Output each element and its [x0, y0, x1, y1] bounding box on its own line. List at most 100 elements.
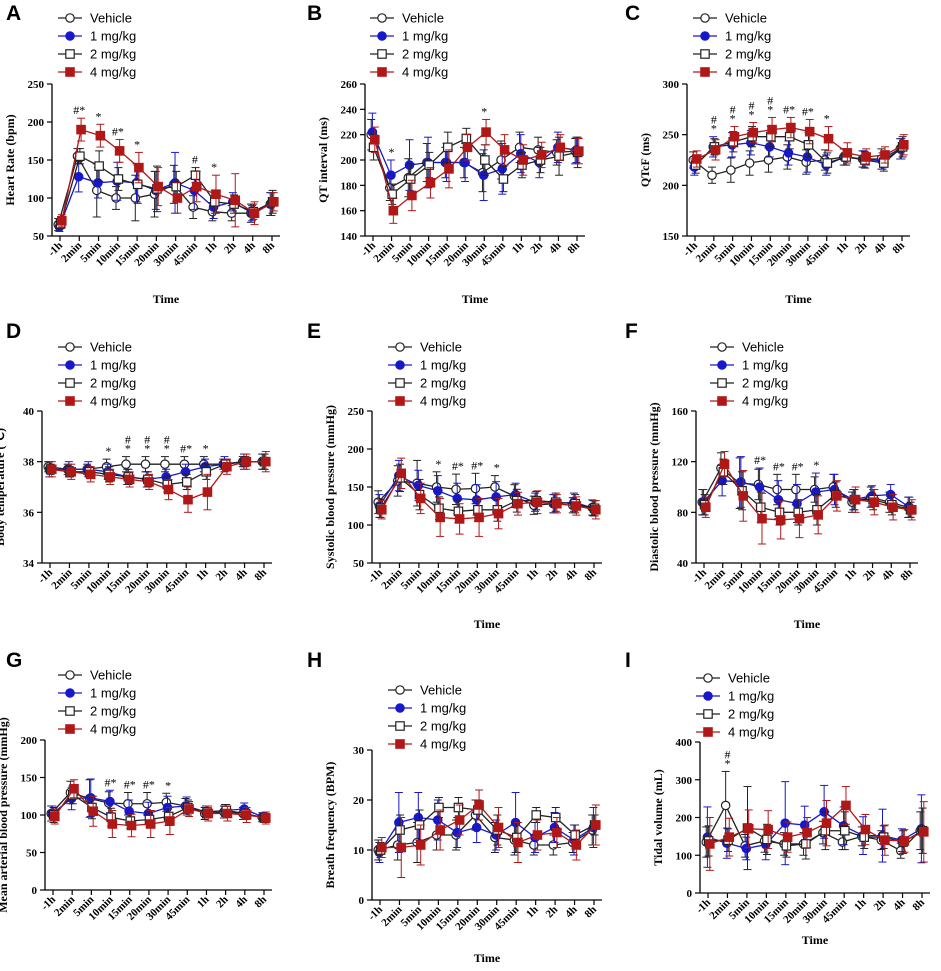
- data-point-mg2: [201, 467, 212, 477]
- legend-label-vehicle: Vehicle: [90, 11, 132, 26]
- data-point-mg4: [888, 502, 898, 513]
- data-point-mg2: [132, 179, 143, 190]
- data-point-mg4: [46, 464, 57, 475]
- x-tick-label: 8h: [260, 240, 277, 257]
- significance-marker: *: [824, 112, 830, 126]
- x-tick-label: 8h: [910, 897, 927, 914]
- legend-label-mg1: 1 mg/kg: [402, 29, 448, 44]
- significance-marker: *: [211, 160, 217, 174]
- panel-f-xlabel: Time: [794, 617, 821, 631]
- data-point-mg1: [413, 480, 424, 491]
- data-point-mg4: [804, 126, 815, 137]
- series-line-mg2: [372, 137, 578, 196]
- legend-label-mg2: 2 mg/kg: [420, 376, 466, 391]
- data-point-mg4: [474, 512, 484, 523]
- legend-marker-mg4: [65, 724, 75, 734]
- legend-marker-mg4: [65, 396, 75, 406]
- legend-marker-vehicle: [65, 342, 75, 352]
- data-point-mg1: [105, 796, 115, 807]
- legend-marker-mg1: [717, 360, 727, 370]
- y-tick-label: 400: [676, 737, 693, 749]
- data-point-mg4: [880, 150, 890, 160]
- y-tick-label: 38: [23, 457, 35, 469]
- data-point-mg4: [88, 806, 98, 817]
- data-point-mg4: [114, 146, 125, 156]
- data-point-mg4: [748, 127, 759, 138]
- data-point-mg4: [370, 134, 380, 145]
- data-point-mg4: [454, 514, 465, 524]
- data-point-mg4: [899, 836, 910, 846]
- legend-label-mg4: 4 mg/kg: [728, 725, 774, 740]
- legend-marker-vehicle: [717, 342, 727, 352]
- data-point-mg4: [435, 825, 445, 835]
- y-tick-label: 150: [663, 231, 680, 243]
- series-line-mg4: [54, 787, 266, 827]
- data-point-vehicle: [130, 193, 141, 203]
- legend-marker-mg2: [65, 706, 75, 716]
- data-point-vehicle: [720, 800, 731, 811]
- data-point-mg1: [471, 495, 482, 505]
- data-point-mg4: [107, 819, 118, 829]
- y-tick-label: 140: [341, 231, 358, 243]
- significance-marker: *: [494, 461, 500, 475]
- data-point-mg2: [181, 477, 192, 487]
- panel-c-ylabel: QTcF (ms): [638, 133, 652, 187]
- data-point-mg4: [571, 840, 582, 850]
- legend-marker-mg4: [700, 67, 710, 77]
- data-point-mg4: [165, 816, 175, 826]
- panel-e-letter: E: [307, 320, 321, 343]
- legend-marker-vehicle: [65, 13, 75, 23]
- legend-marker-mg2: [377, 49, 387, 59]
- y-tick-label: 0: [687, 888, 693, 900]
- data-point-mg4: [66, 467, 77, 477]
- data-point-mg4: [719, 459, 730, 469]
- y-tick-label: 150: [348, 482, 365, 494]
- data-point-vehicle: [791, 484, 801, 495]
- y-tick-label: 150: [21, 773, 38, 785]
- x-tick-label: 2h: [544, 567, 561, 584]
- data-point-mg1: [404, 160, 415, 170]
- panel-c: C Vehicle 1 mg/kg 2 mg/kg 4 mg/kg 150 200 250 30…: [625, 2, 910, 306]
- data-point-mg4: [590, 820, 601, 830]
- x-tick-label: 1h: [842, 567, 859, 584]
- data-point-vehicle: [142, 798, 152, 809]
- x-tick-label: 2h: [861, 567, 878, 584]
- y-tick-label: 100: [21, 810, 38, 822]
- x-tick-label: 4h: [241, 240, 258, 257]
- y-tick-label: 100: [676, 850, 693, 862]
- legend-marker-mg2: [65, 49, 75, 59]
- x-tick-label: 2min: [59, 240, 84, 265]
- significance-marker: #: [192, 153, 198, 167]
- data-point-mg2: [434, 503, 444, 514]
- legend-marker-mg1: [700, 31, 710, 41]
- legend-label-mg4: 4 mg/kg: [90, 394, 136, 409]
- significance-marker: #*: [754, 453, 766, 467]
- data-point-mg1: [73, 171, 84, 182]
- significance-marker: #*: [180, 442, 192, 456]
- data-point-mg4: [590, 505, 601, 515]
- panel-i-ylabel: Tidal volume (mL): [651, 769, 665, 865]
- y-tick-label: 0: [32, 885, 38, 897]
- x-tick-label: 2min: [379, 567, 404, 592]
- significance-marker: #: [144, 433, 150, 447]
- legend-label-mg1: 1 mg/kg: [728, 689, 774, 704]
- significance-marker: #: [125, 433, 131, 447]
- data-point-mg4: [230, 195, 241, 206]
- data-point-mg2: [171, 181, 182, 192]
- y-tick-label: 10: [353, 845, 365, 857]
- data-point-vehicle: [111, 193, 121, 203]
- data-point-mg1: [741, 843, 752, 854]
- y-tick-label: 300: [676, 775, 693, 787]
- data-point-mg1: [736, 477, 746, 487]
- data-point-mg4: [898, 140, 909, 150]
- data-point-mg4: [241, 810, 252, 820]
- panel-b-xlabel: Time: [462, 292, 489, 306]
- x-tick-label: 8h: [252, 567, 269, 584]
- data-point-mg4: [786, 122, 796, 133]
- legend-label-mg1: 1 mg/kg: [90, 686, 136, 701]
- data-point-mg4: [841, 800, 851, 811]
- legend-label-mg2: 2 mg/kg: [90, 704, 136, 719]
- data-point-mg1: [783, 148, 794, 158]
- y-tick-label: 250: [663, 130, 680, 142]
